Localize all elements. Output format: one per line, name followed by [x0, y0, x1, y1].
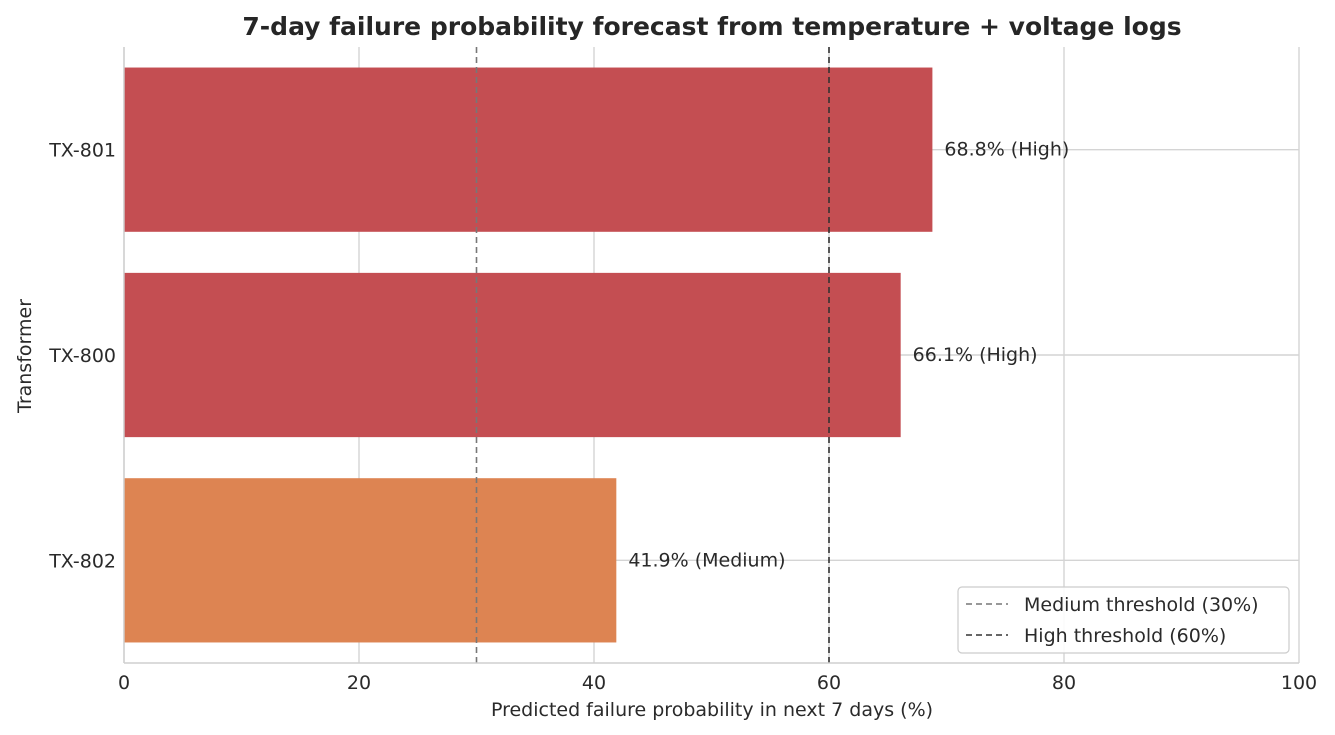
chart-title: 7-day failure probability forecast from …	[242, 12, 1181, 41]
x-tick-label: 0	[118, 672, 130, 694]
x-tick-label: 20	[347, 672, 371, 694]
bar-data-label: 41.9% (Medium)	[628, 549, 785, 571]
label-layer: 0 20 40 60 80 100 TX-801 68.8% (High) TX-800 66.1…	[48, 139, 1317, 694]
legend-medium-threshold-label: Medium threshold (30%)	[1024, 594, 1259, 616]
bar-data-label: 68.8% (High)	[944, 139, 1069, 161]
bar-data-label: 66.1% (High)	[913, 344, 1038, 366]
x-axis-title: Predicted failure probability in next 7 …	[491, 699, 933, 721]
bar	[124, 272, 901, 438]
legend-high-threshold-label: High threshold (60%)	[1024, 625, 1226, 647]
x-tick-label: 100	[1281, 672, 1317, 694]
bar	[124, 478, 617, 643]
y-tick-label: TX-801	[48, 140, 116, 162]
x-tick-label: 60	[817, 672, 841, 694]
bar	[124, 67, 933, 232]
legend: Medium threshold (30%) High threshold (6…	[957, 586, 1290, 654]
threshold-layer	[475, 47, 830, 663]
legend-box	[957, 586, 1290, 654]
y-tick-label: TX-802	[48, 550, 116, 572]
y-axis-title: Transformer	[14, 299, 36, 414]
y-tick-label: TX-800	[48, 345, 116, 367]
x-tick-label: 40	[582, 672, 606, 694]
x-tick-label: 80	[1052, 672, 1076, 694]
bar-layer	[124, 67, 933, 643]
axes-spines	[123, 47, 1299, 664]
